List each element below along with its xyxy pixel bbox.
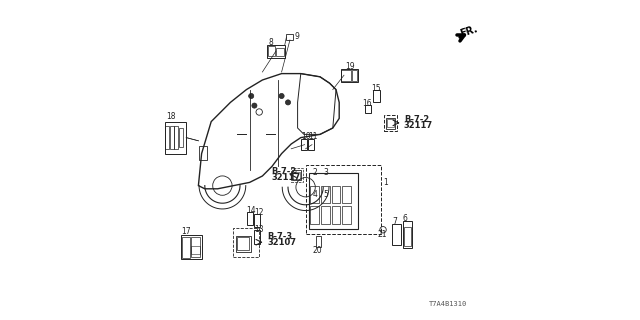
Bar (247, 212, 253, 225)
Text: 6: 6 (403, 214, 408, 223)
Text: B-7-2: B-7-2 (271, 167, 296, 176)
Bar (182, 237, 189, 258)
Circle shape (252, 103, 257, 108)
Text: 20: 20 (312, 246, 322, 255)
Bar (365, 105, 371, 113)
Bar (342, 70, 351, 81)
Bar (191, 237, 200, 257)
Text: 4: 4 (313, 190, 318, 199)
Text: 15: 15 (371, 84, 381, 93)
Text: 7: 7 (392, 217, 397, 226)
Bar (199, 146, 207, 160)
Text: 11: 11 (308, 132, 318, 141)
Bar (321, 206, 330, 224)
Text: 5: 5 (323, 190, 328, 199)
Bar (310, 186, 319, 203)
Bar (275, 48, 284, 56)
Bar (292, 170, 301, 180)
Text: 2: 2 (313, 168, 317, 177)
Bar (165, 126, 169, 149)
Bar (292, 172, 300, 179)
Bar (191, 246, 200, 254)
Bar (237, 237, 250, 250)
Bar (254, 214, 260, 227)
Text: 32117: 32117 (271, 173, 301, 182)
Text: 18: 18 (166, 112, 175, 121)
Bar (301, 139, 307, 150)
Bar (179, 128, 183, 147)
Bar (165, 122, 186, 154)
Text: 12: 12 (254, 208, 264, 217)
Circle shape (285, 100, 291, 105)
Bar (342, 206, 351, 224)
Text: 9: 9 (294, 32, 300, 41)
Bar (316, 236, 321, 247)
Bar (254, 230, 260, 244)
Text: 32117: 32117 (404, 121, 433, 130)
Bar (310, 206, 319, 224)
Text: B-7-2: B-7-2 (404, 115, 429, 124)
Bar (236, 236, 251, 252)
Text: 19: 19 (346, 62, 355, 71)
Text: FR.: FR. (458, 23, 479, 38)
Bar (352, 70, 357, 81)
Bar (404, 227, 412, 246)
Circle shape (279, 93, 284, 99)
Bar (332, 186, 340, 203)
Bar (403, 221, 412, 248)
Bar (385, 118, 395, 129)
Bar (308, 139, 314, 150)
Bar (287, 34, 293, 40)
Text: 3: 3 (323, 168, 328, 177)
Text: 13: 13 (254, 225, 264, 234)
Bar (342, 186, 351, 203)
Text: 14: 14 (246, 206, 256, 215)
Bar (268, 46, 275, 56)
Text: 16: 16 (362, 99, 372, 108)
Bar (340, 69, 358, 82)
Text: 8: 8 (269, 38, 273, 47)
Text: 21: 21 (378, 230, 387, 239)
Text: 32107: 32107 (268, 238, 296, 247)
Bar (321, 186, 330, 203)
Bar (181, 235, 202, 259)
Text: B-7-3: B-7-3 (268, 232, 292, 241)
Bar (170, 126, 174, 149)
Bar (332, 206, 340, 224)
Bar (174, 126, 178, 149)
Circle shape (248, 93, 253, 99)
Text: 10: 10 (301, 132, 310, 141)
Bar (372, 90, 380, 102)
Text: 1: 1 (383, 178, 388, 187)
Bar (268, 45, 285, 58)
Bar (309, 173, 358, 229)
Text: T7A4B1310: T7A4B1310 (429, 300, 467, 307)
Bar (392, 224, 401, 245)
Bar (387, 119, 394, 127)
Text: 17: 17 (181, 228, 191, 236)
